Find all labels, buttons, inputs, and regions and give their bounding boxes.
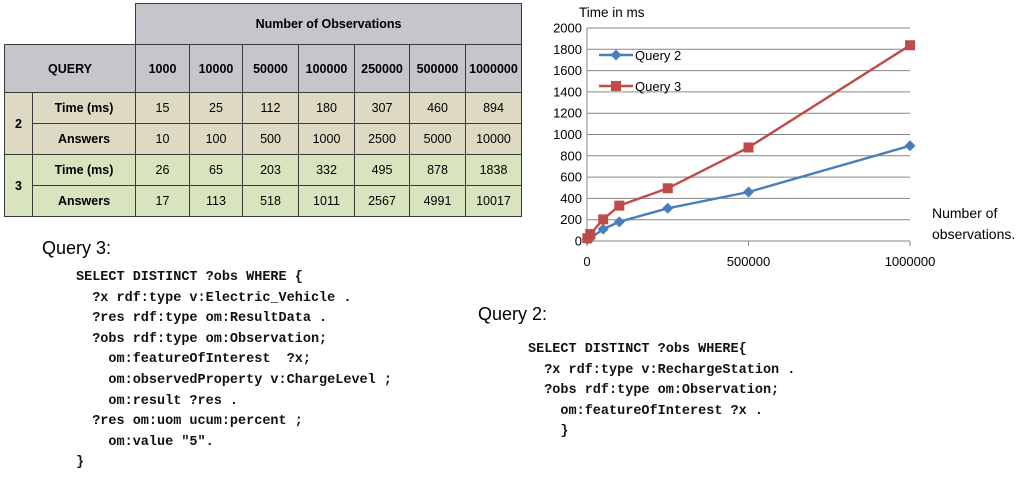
table-cell: 5000	[409, 123, 466, 155]
table-cell: 65	[189, 154, 243, 186]
data-point	[614, 200, 625, 211]
table-cell: 460	[409, 92, 466, 124]
query-label: QUERY	[4, 44, 136, 93]
row-label: Time (ms)	[32, 92, 136, 124]
data-point	[904, 140, 916, 152]
data-point	[662, 183, 673, 194]
table-cell: 10	[135, 123, 190, 155]
time-chart: 0 200 400 600 800 1000 1200 1400 1600 1800 2000 0 50…	[553, 5, 1015, 269]
y-tick-label: 1400	[553, 84, 582, 99]
query-id: 3	[4, 154, 33, 217]
table-cell: 180	[298, 92, 355, 124]
y-tick-label: 800	[560, 148, 582, 163]
y-tick-label: 600	[560, 170, 582, 185]
legend-label: Query 2	[635, 48, 681, 63]
row-label: Answers	[32, 123, 136, 155]
data-point	[905, 40, 915, 51]
table-cell: 112	[242, 92, 299, 124]
table-cell: 26	[135, 154, 190, 186]
table-cell: 100	[189, 123, 243, 155]
row-label: Time (ms)	[32, 154, 136, 186]
column-header: 1000000	[465, 44, 522, 93]
table-cell: 1838	[465, 154, 522, 186]
data-point	[585, 229, 596, 240]
y-tick-label: 1600	[553, 63, 582, 78]
x-tick-label: 0	[583, 254, 590, 269]
legend-marker	[611, 81, 621, 91]
table-header-title: Number of Observations	[135, 3, 522, 45]
data-point	[598, 214, 609, 225]
query2-title: Query 2:	[478, 304, 548, 324]
data-point	[613, 216, 625, 228]
y-tick-label: 400	[560, 191, 582, 206]
table-cell: 2567	[354, 185, 410, 217]
column-header: 10000	[189, 44, 243, 93]
y-axis-label: Time in ms	[579, 5, 645, 20]
column-header: 500000	[409, 44, 466, 93]
y-tick-label: 1800	[553, 42, 582, 57]
y-tick-label: 0	[575, 234, 582, 249]
y-tick-label: 200	[560, 212, 582, 227]
table-column-row: QUERY 1000 10000 50000 100000 250000 500…	[4, 44, 522, 93]
table-cell: 25	[189, 92, 243, 124]
observations-table: Number of Observations QUERY 1000 10000 …	[4, 3, 522, 217]
table-header-row: Number of Observations	[4, 3, 522, 45]
x-tick-label: 1000000	[885, 254, 936, 269]
column-header: 50000	[242, 44, 299, 93]
x-axis-label: Number of	[932, 205, 997, 221]
table-cell: 15	[135, 92, 190, 124]
table-cell: 1000	[298, 123, 355, 155]
query2-code: SELECT DISTINCT ?obs WHERE{ ?x rdf:type …	[528, 342, 796, 440]
x-tick-label: 500000	[727, 254, 770, 269]
table-cell: 495	[354, 154, 410, 186]
table-cell: 2500	[354, 123, 410, 155]
data-point	[597, 223, 609, 235]
table-row: Answers 10 100 500 1000 2500 5000 10000	[5, 123, 522, 155]
data-point	[743, 186, 754, 198]
table-cell: 113	[189, 185, 243, 217]
table-cell: 878	[409, 154, 466, 186]
data-point	[662, 202, 674, 214]
query3-title: Query 3:	[42, 238, 112, 258]
table-cell: 894	[465, 92, 522, 124]
x-axis-label: observations.	[932, 226, 1015, 242]
table-cell: 332	[298, 154, 355, 186]
table-cell: 17	[135, 185, 190, 217]
series-line-3	[586, 44, 911, 239]
row-label: Answers	[32, 185, 136, 217]
table-cell: 307	[354, 92, 410, 124]
query-id: 2	[4, 92, 33, 155]
query3-code: SELECT DISTINCT ?obs WHERE { ?x rdf:type…	[76, 270, 392, 471]
table-cell: 10000	[465, 123, 522, 155]
y-tick-label: 1200	[553, 106, 582, 121]
table-cell: 10017	[465, 185, 522, 217]
column-header: 100000	[298, 44, 355, 93]
legend-marker	[610, 49, 622, 61]
table-cell: 500	[242, 123, 299, 155]
table-cell: 518	[242, 185, 299, 217]
data-point	[743, 142, 754, 153]
legend-label: Query 3	[635, 79, 681, 94]
y-tick-label: 1000	[553, 127, 582, 142]
table-cell: 1011	[298, 185, 355, 217]
table-row: 3 Time (ms) 26 65 203 332 495 878 1838	[4, 154, 522, 217]
column-header: 1000	[135, 44, 190, 93]
table-row: 2 Time (ms) 15 25 112 180 307 460 894	[4, 92, 522, 155]
y-tick-label: 2000	[553, 21, 582, 36]
table-cell: 203	[242, 154, 299, 186]
table-row: Answers 17 113 518 1011 2567 4991 10017	[5, 185, 522, 217]
table-cell: 4991	[409, 185, 466, 217]
column-header: 250000	[354, 44, 410, 93]
